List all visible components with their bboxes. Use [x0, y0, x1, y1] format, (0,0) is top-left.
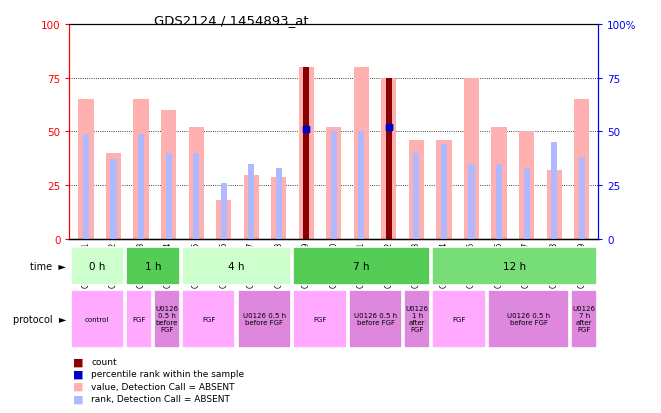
Text: U0126
7 h
after
FGF: U0126 7 h after FGF [573, 306, 596, 332]
Bar [381, 78, 397, 240]
Text: U0126
1 h
after
FGF: U0126 1 h after FGF [406, 306, 429, 332]
Text: 0 h: 0 h [89, 261, 105, 271]
Text: rank, Detection Call = ABSENT: rank, Detection Call = ABSENT [91, 394, 230, 403]
Text: time  ►: time ► [30, 261, 66, 271]
FancyBboxPatch shape [405, 290, 430, 348]
Bar [271, 177, 286, 240]
Bar [436, 141, 451, 240]
FancyBboxPatch shape [182, 248, 291, 285]
Bar [161, 111, 176, 240]
Bar [276, 169, 282, 240]
FancyBboxPatch shape [572, 290, 597, 348]
Text: U0126 0.5 h
before FGF: U0126 0.5 h before FGF [243, 313, 286, 325]
Bar [519, 132, 534, 240]
Bar [165, 154, 172, 240]
Text: GDS2124 / 1454893_at: GDS2124 / 1454893_at [154, 14, 309, 27]
Bar [110, 160, 116, 240]
Bar [216, 201, 231, 240]
Bar [492, 128, 506, 240]
Bar [327, 128, 341, 240]
Bar [330, 132, 337, 240]
Text: ■: ■ [73, 394, 83, 404]
Bar [574, 100, 589, 240]
Bar [551, 143, 557, 240]
Bar [464, 78, 479, 240]
Bar [248, 164, 254, 240]
FancyBboxPatch shape [293, 248, 430, 285]
Text: FGF: FGF [313, 316, 327, 322]
Text: 4 h: 4 h [228, 261, 245, 271]
Bar [386, 78, 392, 240]
Text: U0126 0.5 h
before FGF: U0126 0.5 h before FGF [354, 313, 397, 325]
FancyBboxPatch shape [432, 290, 486, 348]
FancyBboxPatch shape [71, 290, 124, 348]
Bar [244, 175, 258, 240]
Bar [299, 68, 314, 240]
Text: value, Detection Call = ABSENT: value, Detection Call = ABSENT [91, 382, 235, 391]
Bar [386, 128, 392, 240]
Bar [83, 134, 89, 240]
Text: percentile rank within the sample: percentile rank within the sample [91, 369, 245, 378]
Text: ■: ■ [73, 369, 83, 379]
Bar [409, 141, 424, 240]
FancyBboxPatch shape [126, 290, 152, 348]
FancyBboxPatch shape [293, 290, 346, 348]
FancyBboxPatch shape [237, 290, 291, 348]
Bar [79, 100, 93, 240]
Text: ■: ■ [73, 356, 83, 366]
Text: U0126 0.5 h
before FGF: U0126 0.5 h before FGF [507, 313, 550, 325]
Bar [413, 154, 420, 240]
Bar [547, 171, 562, 240]
FancyBboxPatch shape [126, 248, 180, 285]
Bar [221, 184, 227, 240]
Bar [106, 154, 121, 240]
FancyBboxPatch shape [432, 248, 597, 285]
Text: FGF: FGF [132, 316, 145, 322]
Bar [138, 134, 144, 240]
Text: control: control [85, 316, 110, 322]
Bar [358, 132, 364, 240]
Bar [303, 68, 309, 240]
Text: FGF: FGF [452, 316, 466, 322]
FancyBboxPatch shape [71, 248, 124, 285]
Bar [354, 68, 369, 240]
Bar [469, 164, 475, 240]
FancyBboxPatch shape [349, 290, 403, 348]
Text: U0126
0.5 h
before
FGF: U0126 0.5 h before FGF [155, 306, 178, 332]
Text: protocol  ►: protocol ► [13, 314, 66, 324]
Bar [578, 158, 585, 240]
Text: 7 h: 7 h [354, 261, 370, 271]
Bar [496, 164, 502, 240]
FancyBboxPatch shape [154, 290, 180, 348]
Bar [303, 130, 309, 240]
Bar [441, 145, 447, 240]
Bar [193, 154, 199, 240]
Text: count: count [91, 357, 117, 366]
Bar [524, 169, 529, 240]
Text: ■: ■ [73, 381, 83, 391]
Text: 12 h: 12 h [503, 261, 526, 271]
Text: 1 h: 1 h [145, 261, 161, 271]
Bar [188, 128, 204, 240]
FancyBboxPatch shape [182, 290, 235, 348]
FancyBboxPatch shape [488, 290, 569, 348]
Bar [134, 100, 149, 240]
Text: FGF: FGF [202, 316, 215, 322]
